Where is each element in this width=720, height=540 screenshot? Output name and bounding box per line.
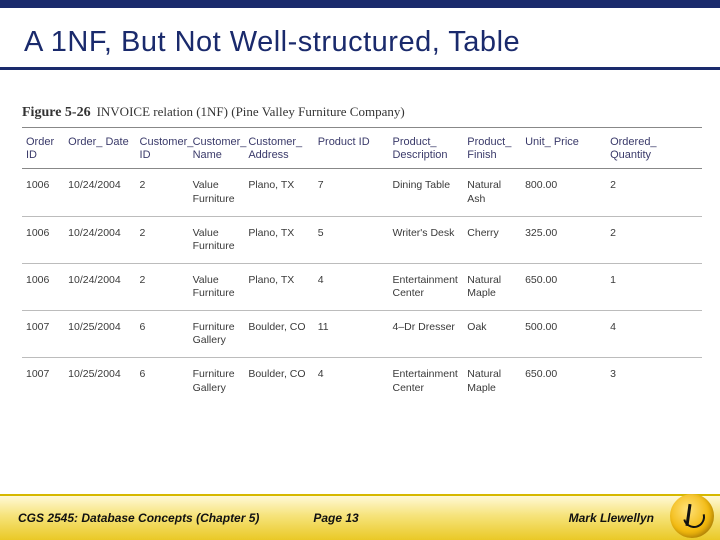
cell: Natural Ash [463, 169, 521, 216]
cell: Boulder, CO [244, 311, 313, 358]
cell: Dining Table [388, 169, 463, 216]
cell: 10/24/2004 [64, 169, 135, 216]
slide: A 1NF, But Not Well-structured, Table Fi… [0, 0, 720, 540]
th-product-id: Product ID [314, 128, 389, 169]
cell: 4 [314, 263, 389, 310]
table-row: 1007 10/25/2004 6 Furniture Gallery Boul… [22, 358, 702, 405]
figure-number: Figure 5-26 [22, 105, 91, 121]
cell: 650.00 [521, 358, 606, 405]
cell: 1006 [22, 216, 64, 263]
cell: 4 [314, 358, 389, 405]
cell: Natural Maple [463, 263, 521, 310]
cell: Boulder, CO [244, 358, 313, 405]
cell: 5 [314, 216, 389, 263]
invoice-table-wrap: Order ID Order_ Date Customer_ ID Custom… [0, 125, 720, 405]
th-order-id: Order ID [22, 128, 64, 169]
th-customer-name: Customer_ Name [189, 128, 245, 169]
cell: Value Furniture [189, 169, 245, 216]
th-customer-id: Customer_ ID [136, 128, 189, 169]
table-header-row: Order ID Order_ Date Customer_ ID Custom… [22, 128, 702, 169]
cell: 6 [136, 358, 189, 405]
invoice-table: Order ID Order_ Date Customer_ ID Custom… [22, 127, 702, 405]
ucf-logo-glyph [681, 502, 703, 530]
cell: 1007 [22, 358, 64, 405]
cell: Plano, TX [244, 216, 313, 263]
cell: Furniture Gallery [189, 311, 245, 358]
figure-caption: Figure 5-26 INVOICE relation (1NF) (Pine… [0, 70, 720, 125]
cell: 2 [606, 169, 702, 216]
cell: 1006 [22, 169, 64, 216]
cell: 4 [606, 311, 702, 358]
table-row: 1007 10/25/2004 6 Furniture Gallery Boul… [22, 311, 702, 358]
th-order-date: Order_ Date [64, 128, 135, 169]
cell: Writer's Desk [388, 216, 463, 263]
cell: Cherry [463, 216, 521, 263]
cell: 500.00 [521, 311, 606, 358]
table-row: 1006 10/24/2004 2 Value Furniture Plano,… [22, 216, 702, 263]
cell: 2 [136, 216, 189, 263]
cell: 1 [606, 263, 702, 310]
cell: 1006 [22, 263, 64, 310]
cell: 800.00 [521, 169, 606, 216]
page-title: A 1NF, But Not Well-structured, Table [0, 8, 720, 67]
cell: 10/25/2004 [64, 311, 135, 358]
cell: Entertainment Center [388, 263, 463, 310]
cell: 11 [314, 311, 389, 358]
footer-page: Page 13 [289, 511, 382, 525]
cell: 650.00 [521, 263, 606, 310]
cell: 7 [314, 169, 389, 216]
cell: 10/24/2004 [64, 263, 135, 310]
cell: Plano, TX [244, 263, 313, 310]
cell: 4–Dr Dresser [388, 311, 463, 358]
th-unit-price: Unit_ Price [521, 128, 606, 169]
table-row: 1006 10/24/2004 2 Value Furniture Plano,… [22, 169, 702, 216]
footer-bar: CGS 2545: Database Concepts (Chapter 5) … [0, 494, 720, 540]
cell: 3 [606, 358, 702, 405]
cell: 1007 [22, 311, 64, 358]
cell: 325.00 [521, 216, 606, 263]
cell: 2 [136, 169, 189, 216]
figure-text: INVOICE relation (1NF) (Pine Valley Furn… [97, 104, 405, 120]
table-body: 1006 10/24/2004 2 Value Furniture Plano,… [22, 169, 702, 405]
cell: 2 [606, 216, 702, 263]
cell: Plano, TX [244, 169, 313, 216]
cell: 10/24/2004 [64, 216, 135, 263]
cell: 10/25/2004 [64, 358, 135, 405]
cell: Entertainment Center [388, 358, 463, 405]
cell: 6 [136, 311, 189, 358]
table-row: 1006 10/24/2004 2 Value Furniture Plano,… [22, 263, 702, 310]
footer-author: Mark Llewellyn [383, 511, 666, 525]
cell: Value Furniture [189, 216, 245, 263]
cell: Oak [463, 311, 521, 358]
th-customer-address: Customer_ Address [244, 128, 313, 169]
footer-course: CGS 2545: Database Concepts (Chapter 5) [18, 511, 289, 525]
th-product-finish: Product_ Finish [463, 128, 521, 169]
cell: Natural Maple [463, 358, 521, 405]
th-ordered-quantity: Ordered_ Quantity [606, 128, 702, 169]
cell: 2 [136, 263, 189, 310]
cell: Value Furniture [189, 263, 245, 310]
ucf-logo-icon [670, 494, 714, 538]
th-product-description: Product_ Description [388, 128, 463, 169]
cell: Furniture Gallery [189, 358, 245, 405]
